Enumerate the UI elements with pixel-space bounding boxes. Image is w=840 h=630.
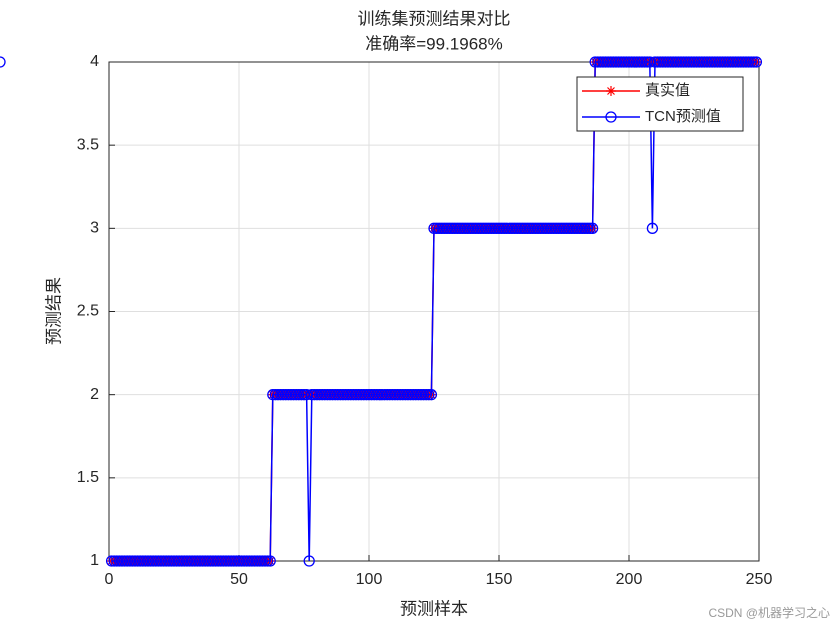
x-tick-label: 150	[486, 571, 513, 588]
chart-title: 训练集预测结果对比	[358, 9, 511, 28]
legend-marker	[605, 111, 617, 123]
data-point	[425, 389, 438, 401]
data-point	[303, 555, 315, 567]
legend-marker	[606, 86, 616, 96]
data-point	[264, 555, 276, 567]
y-tick-label: 3	[90, 220, 99, 237]
y-tick-label: 2	[90, 386, 99, 403]
x-tick-label: 200	[616, 571, 643, 588]
data-point	[586, 222, 599, 234]
legend-box	[576, 76, 744, 132]
y-tick-label: 1	[90, 552, 99, 569]
x-axis-label: 预测样本	[400, 599, 468, 618]
y-tick-label: 3.5	[77, 136, 99, 153]
y-tick-label: 2.5	[77, 303, 99, 320]
legend-label: TCN预测值	[645, 108, 721, 125]
legend-label: 真实值	[645, 81, 690, 99]
plot-frame	[108, 61, 760, 562]
y-tick-label: 4	[90, 53, 99, 70]
x-tick-label: 100	[356, 571, 383, 588]
watermark: CSDN @机器学习之心	[708, 605, 830, 620]
y-tick-label: 1.5	[77, 469, 99, 486]
data-point	[750, 56, 763, 68]
x-tick-label: 250	[746, 571, 773, 588]
chart-subtitle: 准确率=99.1968%	[365, 34, 503, 53]
data-point	[0, 56, 6, 68]
x-tick-label: 0	[105, 571, 114, 588]
data-point	[646, 222, 659, 234]
x-tick-label: 50	[230, 571, 248, 588]
legend: 真实值 TCN预测值	[576, 76, 744, 132]
y-axis-label: 预测结果	[44, 277, 63, 345]
